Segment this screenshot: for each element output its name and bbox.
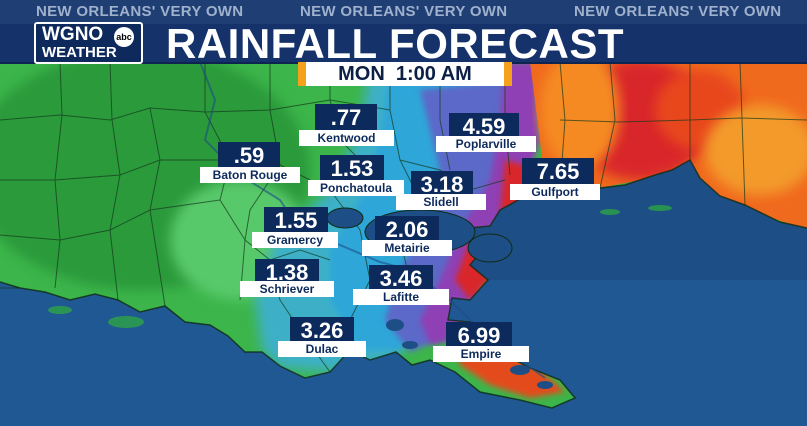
lake-borgne (467, 233, 513, 263)
rainfall-amount: 1.53 (320, 155, 384, 183)
page-title: RAINFALL FORECAST (166, 20, 625, 67)
rainfall-amount: 2.06 (375, 216, 439, 244)
station-logo: WGNO abc WEATHER (34, 22, 143, 64)
rainfall-amount: 7.65 (522, 158, 594, 186)
rainfall-amount: .59 (218, 142, 280, 170)
location-name: Ponchatoula (308, 180, 404, 196)
tagline-center: NEW ORLEANS' VERY OWN (300, 3, 508, 20)
location-name: Empire (433, 346, 529, 362)
sound-islands (48, 205, 672, 328)
location-name: Gramercy (252, 232, 338, 248)
rainfall-amount: 1.55 (264, 207, 328, 235)
lake-maurepas (326, 207, 364, 229)
location-name: Baton Rouge (200, 167, 300, 183)
abc-network-icon: abc (114, 27, 134, 47)
tagline-left: NEW ORLEANS' VERY OWN (36, 3, 244, 20)
location-name: Kentwood (299, 130, 394, 146)
location-name: Dulac (278, 341, 366, 357)
forecast-time: MON 1:00 AM (298, 62, 512, 86)
location-name: Lafitte (353, 289, 449, 305)
location-name: Schriever (240, 281, 334, 297)
location-name: Poplarville (436, 136, 536, 152)
location-name: Slidell (396, 194, 486, 210)
logo-subtitle: WEATHER (42, 44, 117, 61)
rainfall-amount: .77 (315, 104, 377, 132)
tagline-band: NEW ORLEANS' VERY OWN NEW ORLEANS' VERY … (0, 0, 807, 24)
location-name: Metairie (362, 240, 452, 256)
location-name: Gulfport (510, 184, 600, 200)
rainfall-amount: 3.46 (369, 265, 433, 293)
tagline-right: NEW ORLEANS' VERY OWN (574, 3, 782, 20)
rainfall-amount: 3.26 (290, 317, 354, 345)
rainfall-amount: 6.99 (446, 322, 512, 350)
logo-call-letters: WGNO (42, 24, 104, 45)
